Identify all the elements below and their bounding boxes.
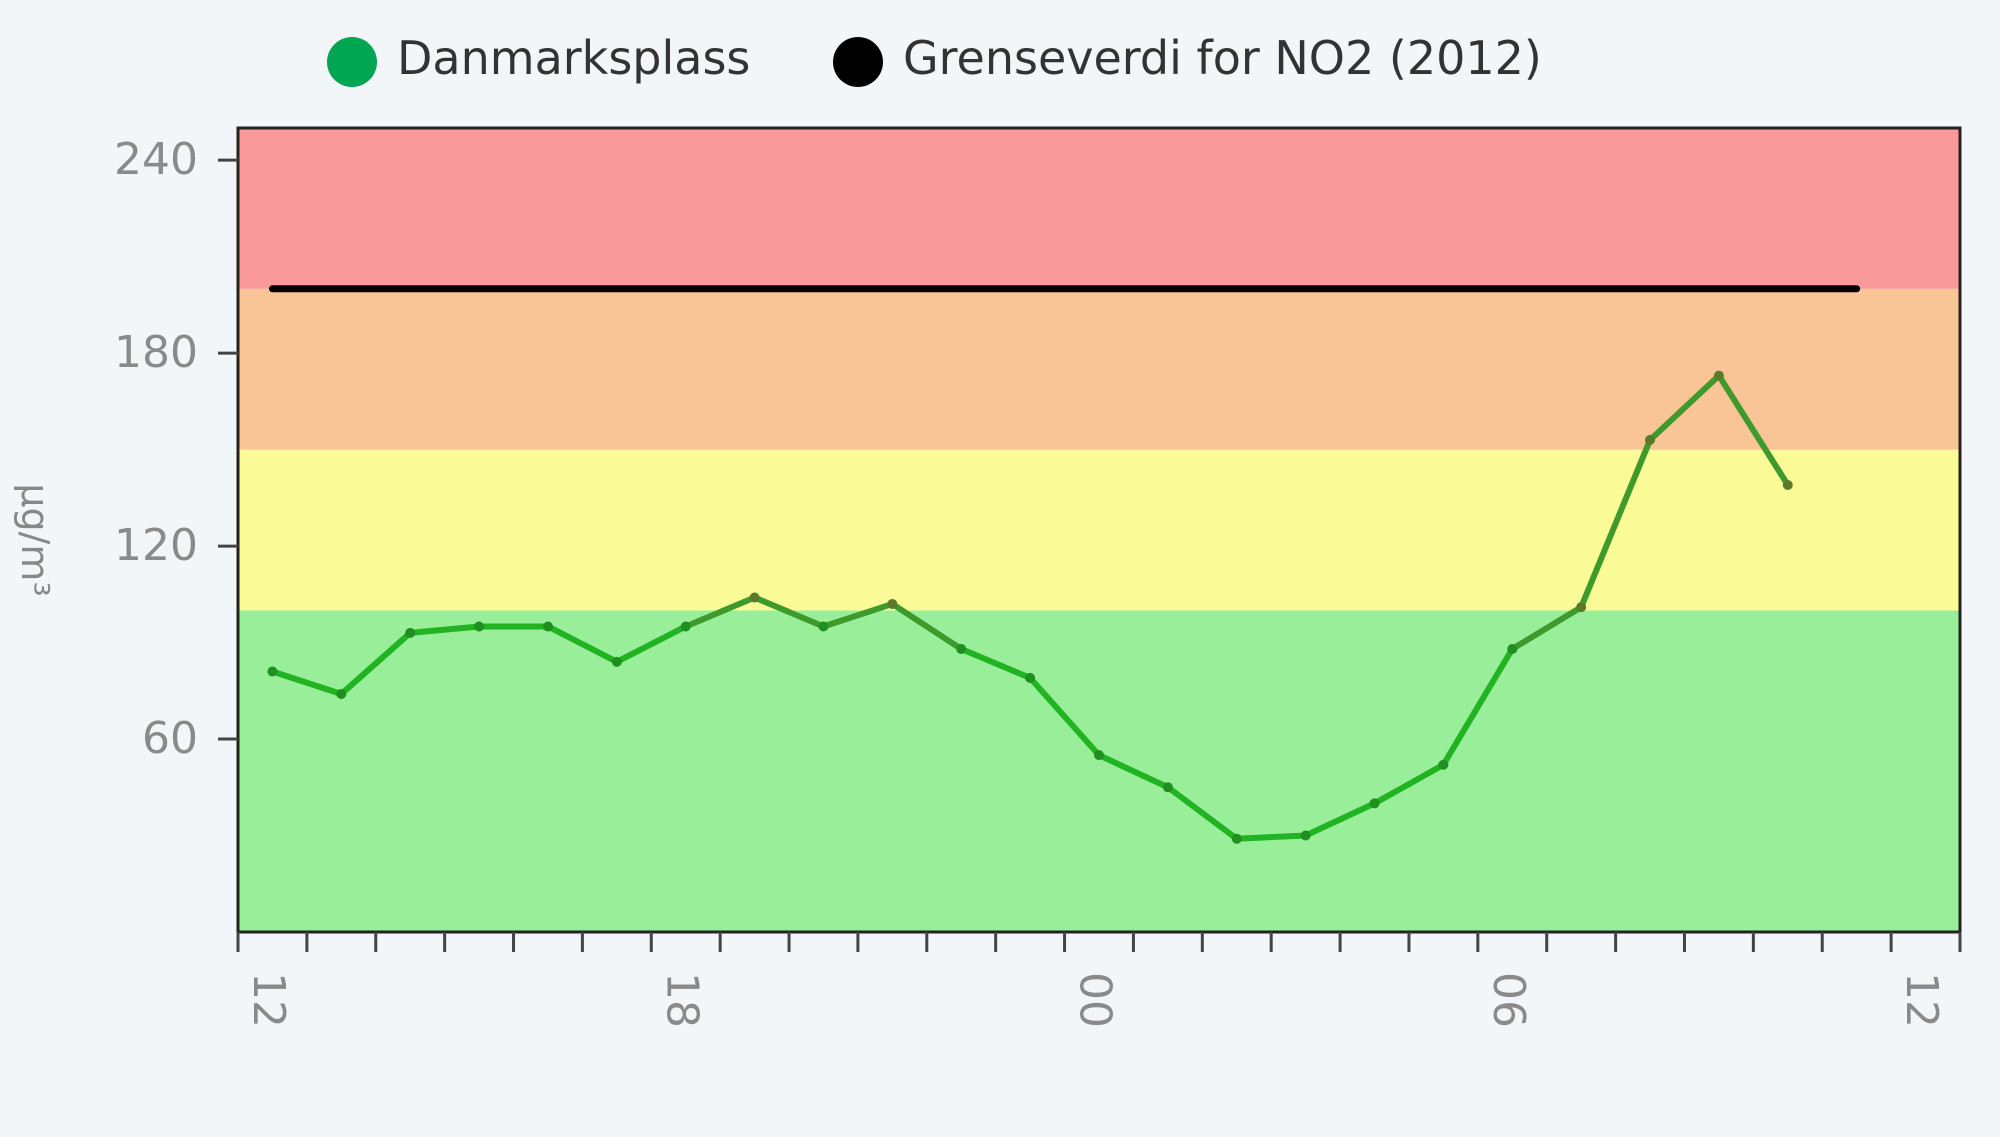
series-segment: [820, 600, 896, 630]
series-segment: [544, 623, 620, 665]
series-segment: [613, 623, 689, 665]
x-tick-label: 12: [1896, 972, 1947, 1028]
series-segment: [1302, 800, 1378, 839]
legend-marker-1: [833, 37, 883, 87]
legend: Danmarksplass Grenseverdi for NO2 (2012): [327, 31, 1542, 87]
data-point[interactable]: [542, 621, 553, 632]
legend-label-1[interactable]: Grenseverdi for NO2 (2012): [903, 31, 1542, 85]
series-segment: [1027, 674, 1102, 759]
band-3: [238, 128, 1960, 289]
data-point[interactable]: [887, 598, 898, 609]
series-segment: [1647, 372, 1722, 443]
data-point[interactable]: [405, 627, 416, 638]
series-segment: [1371, 761, 1447, 807]
data-point[interactable]: [1231, 833, 1242, 844]
data-point[interactable]: [1300, 830, 1311, 841]
series-segment: [1509, 604, 1585, 652]
data-point[interactable]: [818, 621, 829, 632]
data-point[interactable]: [1162, 782, 1173, 793]
series-segment: [269, 668, 345, 698]
y-tick-label: 120: [114, 520, 198, 571]
data-point[interactable]: [1094, 750, 1104, 761]
series-segment: [889, 600, 965, 652]
y-axis-title: µg/m³: [13, 483, 57, 596]
series-segment: [958, 645, 1034, 681]
band-0: [238, 610, 1960, 932]
x-tick-label: 18: [656, 972, 707, 1028]
legend-marker-0: [327, 37, 377, 87]
band-1: [238, 449, 1960, 611]
data-point[interactable]: [336, 689, 347, 700]
x-tick-label: 06: [1483, 972, 1534, 1028]
series-segment: [407, 623, 483, 636]
y-tick-label: 180: [114, 327, 198, 378]
data-point[interactable]: [1576, 602, 1587, 613]
data-point[interactable]: [1369, 798, 1380, 809]
legend-label-0[interactable]: Danmarksplass: [397, 31, 750, 85]
bands-layer: [238, 128, 1960, 932]
x-tick-label: 00: [1070, 972, 1121, 1028]
series-segment: [1715, 372, 1791, 488]
series-segment: [1164, 784, 1240, 842]
series-segment: [751, 594, 827, 630]
data-point[interactable]: [956, 643, 967, 654]
data-point[interactable]: [1713, 370, 1724, 381]
x-axis: 12 18 00 06 12: [236, 932, 1962, 1028]
data-point[interactable]: [749, 592, 760, 603]
series-segment: [338, 629, 414, 698]
series-layer: [267, 370, 1793, 844]
y-axis: 60 120 180 240: [114, 134, 238, 764]
y-tick-label: 60: [142, 713, 198, 764]
data-point[interactable]: [1645, 434, 1656, 445]
data-point[interactable]: [1782, 479, 1793, 490]
series-segment: [1578, 436, 1654, 611]
x-tick-label: 12: [243, 972, 294, 1028]
series-segment: [1233, 832, 1309, 842]
data-point[interactable]: [1025, 672, 1036, 683]
y-tick-label: 240: [114, 134, 198, 185]
series-segment: [682, 594, 758, 630]
data-point[interactable]: [680, 621, 691, 632]
series-segment: [1096, 752, 1171, 791]
data-point[interactable]: [1507, 643, 1518, 654]
data-point[interactable]: [267, 666, 278, 677]
series-segment: [1440, 645, 1516, 768]
data-point[interactable]: [474, 621, 485, 632]
data-point[interactable]: [1438, 759, 1449, 770]
band-2: [238, 288, 1960, 450]
plot-frame: [236, 126, 1962, 934]
data-point[interactable]: [611, 656, 622, 667]
